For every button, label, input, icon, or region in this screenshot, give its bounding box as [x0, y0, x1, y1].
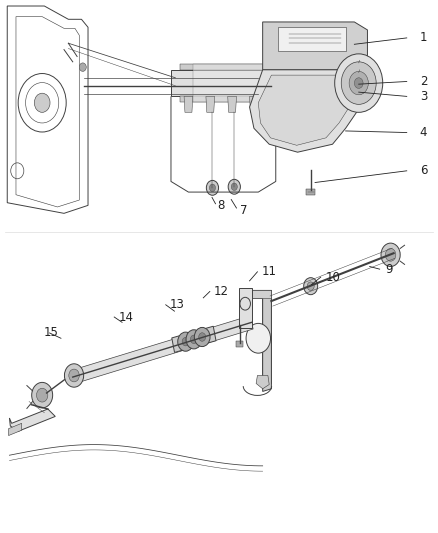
Polygon shape	[171, 70, 272, 96]
Circle shape	[381, 243, 400, 266]
Circle shape	[199, 333, 206, 341]
Circle shape	[186, 330, 202, 349]
Circle shape	[32, 382, 53, 408]
Circle shape	[354, 78, 363, 88]
Circle shape	[335, 54, 383, 112]
Polygon shape	[250, 70, 367, 152]
Text: 1: 1	[420, 31, 427, 44]
Polygon shape	[193, 64, 272, 102]
Circle shape	[191, 335, 198, 344]
Circle shape	[194, 327, 210, 346]
Text: 8: 8	[217, 199, 224, 212]
Bar	[306, 189, 315, 195]
Polygon shape	[180, 64, 263, 70]
Polygon shape	[239, 288, 252, 328]
Polygon shape	[243, 290, 272, 391]
Text: 15: 15	[43, 326, 58, 340]
Text: 11: 11	[262, 265, 277, 278]
Polygon shape	[180, 96, 263, 102]
Polygon shape	[71, 316, 253, 384]
Polygon shape	[256, 375, 269, 389]
Text: 7: 7	[240, 204, 247, 217]
Circle shape	[246, 324, 271, 353]
Circle shape	[341, 62, 376, 104]
Text: 3: 3	[420, 90, 427, 103]
Circle shape	[79, 63, 86, 71]
Polygon shape	[9, 423, 21, 435]
Text: 4: 4	[420, 126, 427, 139]
Polygon shape	[206, 96, 215, 112]
Bar	[237, 342, 244, 347]
Circle shape	[307, 282, 314, 290]
Circle shape	[209, 184, 215, 191]
Circle shape	[231, 183, 237, 190]
Text: 13: 13	[170, 298, 185, 311]
Polygon shape	[278, 27, 346, 51]
Polygon shape	[172, 326, 216, 352]
Polygon shape	[184, 96, 193, 112]
Text: 2: 2	[420, 75, 427, 88]
Circle shape	[228, 179, 240, 194]
Polygon shape	[258, 75, 359, 146]
Text: 14: 14	[119, 311, 134, 324]
Polygon shape	[263, 290, 272, 386]
Polygon shape	[250, 96, 258, 112]
Circle shape	[206, 180, 219, 195]
Polygon shape	[10, 409, 55, 431]
Text: 9: 9	[385, 263, 392, 276]
Circle shape	[385, 248, 396, 261]
Circle shape	[349, 71, 368, 95]
Circle shape	[178, 332, 194, 351]
Circle shape	[69, 369, 79, 382]
Text: 10: 10	[326, 271, 341, 284]
Circle shape	[304, 278, 318, 295]
Circle shape	[34, 93, 50, 112]
Circle shape	[36, 388, 48, 402]
Text: 6: 6	[420, 164, 427, 177]
Polygon shape	[263, 22, 367, 70]
Circle shape	[182, 337, 189, 346]
Circle shape	[64, 364, 84, 387]
Text: 12: 12	[214, 285, 229, 298]
Polygon shape	[243, 290, 272, 298]
Polygon shape	[228, 96, 237, 112]
